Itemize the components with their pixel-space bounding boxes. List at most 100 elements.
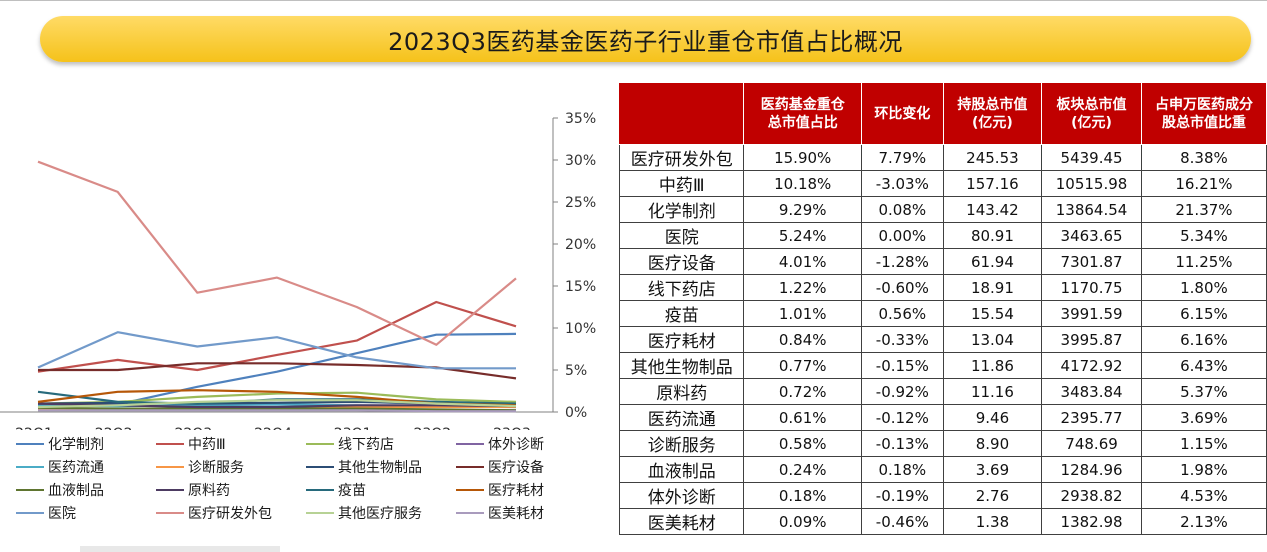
y-tick-label: 0% <box>565 405 587 421</box>
row-label-cell: 血液制品 <box>618 456 745 483</box>
value-cell: 0.08% <box>860 196 944 223</box>
value-cell: 8.38% <box>1140 144 1267 171</box>
value-cell: 9.29% <box>743 196 862 223</box>
value-cell: 7301.87 <box>1041 248 1142 275</box>
value-cell: 5439.45 <box>1041 144 1142 171</box>
x-tick-label: 22Q1 <box>15 426 53 430</box>
value-cell: 1284.96 <box>1041 456 1142 483</box>
legend-swatch <box>456 466 484 468</box>
table-header-cell: 板块总市值 (亿元) <box>1041 82 1142 145</box>
x-tick-label: 22Q4 <box>254 426 292 430</box>
value-cell: 7.79% <box>860 144 944 171</box>
table-header-cell <box>618 82 745 145</box>
top-border <box>0 0 1267 1</box>
row-label-cell: 医疗耗材 <box>618 326 745 353</box>
legend-item: 血液制品 <box>16 480 104 500</box>
value-cell: -0.13% <box>860 430 944 457</box>
series-line-医美耗材 <box>38 409 516 413</box>
table-header-cell: 占申万医药成分 股总市值比重 <box>1140 82 1267 145</box>
y-tick-label: 20% <box>565 237 596 253</box>
value-cell: -0.15% <box>860 352 944 379</box>
table-row: 医疗设备 4.01% -1.28% 61.94 7301.87 11.25% <box>618 248 1267 275</box>
table-row: 医院 5.24% 0.00% 80.91 3463.65 5.34% <box>618 222 1267 249</box>
table-row: 原料药 0.72% -0.92% 11.16 3483.84 5.37% <box>618 378 1267 405</box>
table-row: 其他生物制品 0.77% -0.15% 11.86 4172.92 6.43% <box>618 352 1267 379</box>
legend-swatch <box>156 466 184 468</box>
value-cell: 0.84% <box>743 326 862 353</box>
value-cell: 0.58% <box>743 430 862 457</box>
table-row: 血液制品 0.24% 0.18% 3.69 1284.96 1.98% <box>618 456 1267 483</box>
legend-item: 医疗设备 <box>456 457 544 477</box>
value-cell: 5.37% <box>1140 378 1267 405</box>
value-cell: 6.43% <box>1140 352 1267 379</box>
legend-item: 医疗耗材 <box>456 480 544 500</box>
y-tick-label: 10% <box>565 321 596 337</box>
legend-item: 体外诊断 <box>456 434 544 454</box>
value-cell: 0.18% <box>860 456 944 483</box>
value-cell: -3.03% <box>860 170 944 197</box>
legend-swatch <box>16 512 44 514</box>
value-cell: 0.56% <box>860 300 944 327</box>
y-tick-label: 25% <box>565 195 596 211</box>
value-cell: 16.21% <box>1140 170 1267 197</box>
legend-item: 诊断服务 <box>156 457 244 477</box>
row-label-cell: 中药Ⅲ <box>618 170 745 197</box>
legend-swatch <box>16 489 44 491</box>
x-tick-label: 23Q3 <box>493 426 531 430</box>
value-cell: 11.16 <box>942 378 1043 405</box>
value-cell: 4.01% <box>743 248 862 275</box>
legend-item: 原料药 <box>156 480 230 500</box>
y-tick-label: 5% <box>565 363 587 379</box>
value-cell: 0.24% <box>743 456 862 483</box>
legend-item: 其他生物制品 <box>306 457 422 477</box>
legend-swatch <box>456 443 484 445</box>
value-cell: 1.22% <box>743 274 862 301</box>
table-row: 化学制剂 9.29% 0.08% 143.42 13864.54 21.37% <box>618 196 1267 223</box>
x-tick-label: 22Q3 <box>174 426 212 430</box>
value-cell: 143.42 <box>942 196 1043 223</box>
value-cell: -1.28% <box>860 248 944 275</box>
value-cell: -0.19% <box>860 482 944 509</box>
row-label-cell: 医疗研发外包 <box>618 144 745 171</box>
value-cell: 3991.59 <box>1041 300 1142 327</box>
legend-item: 化学制剂 <box>16 434 104 454</box>
value-cell: 6.16% <box>1140 326 1267 353</box>
y-tick-label: 15% <box>565 279 596 295</box>
value-cell: 11.86 <box>942 352 1043 379</box>
value-cell: 1.01% <box>743 300 862 327</box>
row-label-cell: 体外诊断 <box>618 482 745 509</box>
value-cell: 5.24% <box>743 222 862 249</box>
row-label-cell: 医美耗材 <box>618 508 745 535</box>
legend-label: 医院 <box>48 506 76 522</box>
legend-label: 其他生物制品 <box>338 460 422 476</box>
value-cell: 15.90% <box>743 144 862 171</box>
value-cell: 10.18% <box>743 170 862 197</box>
legend-label: 体外诊断 <box>488 437 544 453</box>
table-header-row: 医药基金重仓 总市值占比 环比变化 持股总市值 (亿元) 板块总市值 (亿元) 占申万医药成分… <box>618 82 1267 145</box>
value-cell: 0.00% <box>860 222 944 249</box>
legend-item: 中药Ⅲ <box>156 434 226 454</box>
row-label-cell: 原料药 <box>618 378 745 405</box>
value-cell: 10515.98 <box>1041 170 1142 197</box>
legend-item: 疫苗 <box>306 480 366 500</box>
legend-swatch <box>306 489 334 491</box>
legend-swatch <box>156 489 184 491</box>
value-cell: 6.15% <box>1140 300 1267 327</box>
value-cell: 3463.65 <box>1041 222 1142 249</box>
value-cell: 157.16 <box>942 170 1043 197</box>
value-cell: 80.91 <box>942 222 1043 249</box>
table-row: 中药Ⅲ 10.18% -3.03% 157.16 10515.98 16.21% <box>618 170 1267 197</box>
table-row: 医药流通 0.61% -0.12% 9.46 2395.77 3.69% <box>618 404 1267 431</box>
legend-label: 其他医疗服务 <box>338 506 422 522</box>
legend-label: 诊断服务 <box>188 460 244 476</box>
series-line-其他医疗服务 <box>37 399 517 409</box>
value-cell: 1170.75 <box>1041 274 1142 301</box>
value-cell: 13.04 <box>942 326 1043 353</box>
series-line-医疗研发外包 <box>37 160 517 346</box>
legend-label: 医疗耗材 <box>488 483 544 499</box>
row-label-cell: 疫苗 <box>618 300 745 327</box>
value-cell: 8.90 <box>942 430 1043 457</box>
legend-label: 血液制品 <box>48 483 104 499</box>
value-cell: -0.92% <box>860 378 944 405</box>
table-header-cell: 持股总市值 (亿元) <box>942 82 1043 145</box>
